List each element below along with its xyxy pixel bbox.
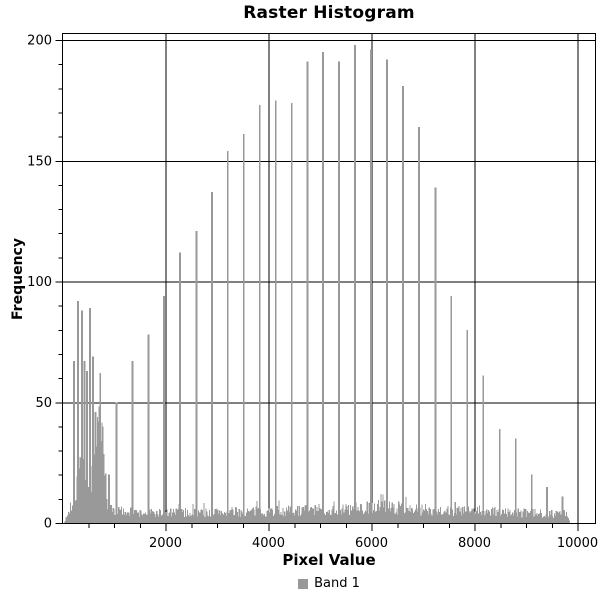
legend-label: Band 1 (314, 576, 360, 591)
gridlines (62, 33, 596, 523)
plot-frame (62, 33, 596, 524)
x-tick-label: 10000 (557, 536, 598, 551)
legend: Band 1 (62, 576, 596, 591)
histogram-bars (64, 44, 570, 524)
y-tick-label: 100 (27, 275, 52, 290)
x-tick-label: 6000 (355, 536, 388, 551)
tick-labels: 0 50 100 150 200 2000 4000 6000 8000 10000 (27, 34, 598, 552)
axis-ticks (55, 40, 579, 531)
y-tick-label: 50 (35, 396, 52, 411)
y-tick-label: 0 (44, 517, 52, 532)
legend-swatch-icon (298, 578, 309, 589)
y-tick-label: 150 (27, 154, 52, 169)
x-tick-label: 2000 (149, 536, 182, 551)
y-tick-label: 200 (27, 34, 52, 49)
x-axis-label: Pixel Value (282, 551, 376, 569)
x-tick-label: 8000 (458, 536, 491, 551)
chart-title: Raster Histogram (243, 3, 415, 23)
x-tick-label: 4000 (252, 536, 285, 551)
